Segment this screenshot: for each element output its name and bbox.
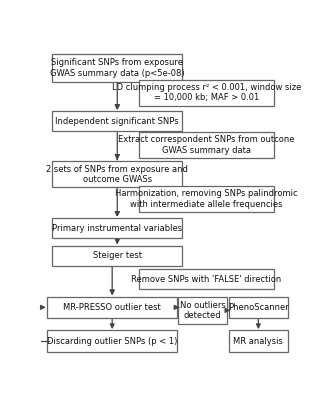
Text: Primary instrumental variables: Primary instrumental variables [52, 224, 182, 233]
Text: Discarding outlier SNPs (p < 1): Discarding outlier SNPs (p < 1) [47, 337, 177, 346]
Text: Steiger test: Steiger test [93, 252, 142, 260]
Text: Extract correspondent SNPs from outcone
GWAS summary data: Extract correspondent SNPs from outcone … [118, 135, 295, 155]
FancyBboxPatch shape [139, 132, 274, 158]
FancyBboxPatch shape [229, 330, 288, 352]
FancyBboxPatch shape [178, 297, 227, 324]
FancyBboxPatch shape [229, 296, 288, 318]
FancyBboxPatch shape [139, 80, 274, 106]
FancyBboxPatch shape [52, 111, 182, 131]
Text: MR-PRESSO outlier test: MR-PRESSO outlier test [63, 303, 161, 312]
FancyBboxPatch shape [47, 330, 177, 352]
Text: No outliers
detected: No outliers detected [179, 301, 225, 320]
FancyBboxPatch shape [47, 296, 177, 318]
FancyBboxPatch shape [52, 246, 182, 266]
Text: PhenoScanner: PhenoScanner [228, 303, 289, 312]
Text: MR analysis: MR analysis [234, 337, 283, 346]
Text: LD clumping process r² < 0.001, window size
= 10,000 kb; MAF > 0.01: LD clumping process r² < 0.001, window s… [112, 83, 301, 102]
Text: Significant SNPs from exposure
GWAS summary data (p<5e-08): Significant SNPs from exposure GWAS summ… [50, 58, 185, 78]
Text: 2 sets of SNPs from exposure and
outcome GWASs: 2 sets of SNPs from exposure and outcome… [46, 164, 188, 184]
FancyBboxPatch shape [139, 269, 274, 289]
FancyBboxPatch shape [52, 218, 182, 238]
Text: Remove SNPs with 'FALSE' direction: Remove SNPs with 'FALSE' direction [131, 274, 281, 284]
FancyBboxPatch shape [52, 54, 182, 82]
Text: Harmonization, removing SNPs palindromic
with intermediate allele frequencies: Harmonization, removing SNPs palindromic… [115, 189, 297, 209]
FancyBboxPatch shape [52, 161, 182, 187]
FancyBboxPatch shape [139, 186, 274, 212]
Text: Independent significant SNPs: Independent significant SNPs [55, 117, 179, 126]
